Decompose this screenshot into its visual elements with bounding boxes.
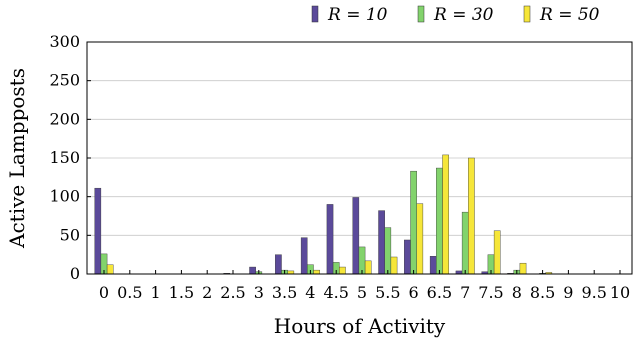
bar — [404, 239, 411, 275]
x-tick-label: 6 — [409, 283, 419, 302]
bar — [275, 254, 282, 275]
y-tick-label: 100 — [49, 187, 80, 206]
x-tick-label: 8.5 — [530, 283, 555, 302]
legend-entry: R = 50 — [539, 5, 600, 25]
x-tick-label: 5.5 — [375, 283, 400, 302]
legend: R = 10 R = 30 R = 50 — [311, 5, 600, 25]
legend-swatch — [311, 5, 319, 23]
y-tick-label: 0 — [70, 264, 80, 283]
y-axis-ticks: 0 50 100 150 200 250 300 — [49, 32, 91, 283]
bar — [461, 211, 469, 275]
bar — [384, 227, 392, 275]
x-tick-label: 0.5 — [117, 283, 142, 302]
x-tick-label: 2 — [202, 283, 212, 302]
x-tick-label: 9.5 — [581, 283, 606, 302]
y-tick-label: 50 — [60, 225, 80, 244]
legend-swatch — [417, 5, 425, 23]
bar — [326, 204, 334, 275]
bar — [364, 260, 372, 275]
x-axis-label: Hours of Activity — [274, 314, 446, 338]
bar — [416, 203, 424, 275]
legend-swatch — [523, 5, 531, 23]
x-tick-label: 8 — [512, 283, 522, 302]
bar — [519, 262, 527, 275]
x-tick-label: 4.5 — [323, 283, 348, 302]
bar — [358, 246, 366, 275]
bar — [410, 170, 417, 275]
gridlines — [87, 41, 632, 275]
bar — [94, 187, 102, 275]
x-tick-label: 9 — [563, 283, 573, 302]
x-tick-label: 1 — [151, 283, 161, 302]
legend-entry: R = 30 — [433, 5, 494, 25]
y-tick-label: 150 — [49, 148, 80, 167]
x-tick-label: 3.5 — [272, 283, 297, 302]
bar — [313, 269, 320, 275]
bar — [429, 256, 437, 275]
x-tick-label: 4 — [305, 283, 315, 302]
x-tick-label: 10 — [610, 283, 630, 302]
x-tick-label: 7 — [460, 283, 470, 302]
x-tick-label: 5 — [357, 283, 367, 302]
bar — [352, 197, 360, 275]
bar — [106, 264, 114, 275]
y-tick-label: 200 — [49, 109, 80, 128]
bar — [339, 266, 346, 275]
x-tick-label: 3 — [254, 283, 264, 302]
bar — [249, 266, 256, 275]
bar — [493, 230, 501, 275]
bar — [378, 210, 385, 275]
y-tick-label: 250 — [49, 71, 80, 90]
bar — [436, 167, 443, 275]
bars — [94, 154, 553, 275]
x-tick-label: 6.5 — [427, 283, 452, 302]
bar — [468, 157, 475, 275]
x-tick-label: 2.5 — [220, 283, 245, 302]
bar — [390, 256, 398, 275]
x-tick-label: 7.5 — [478, 283, 503, 302]
legend-entry: R = 10 — [327, 5, 388, 25]
y-axis-label: Active Lampposts — [5, 68, 29, 249]
x-tick-label: 0 — [99, 283, 109, 302]
x-axis-ticks: 0 0.5 1 1.5 2 2.5 3 3.5 4 4.5 5 5.5 6 6.5 7 7.5 8 8.5 9 9.5… — [99, 270, 630, 302]
bar — [300, 237, 308, 275]
bar — [442, 154, 449, 275]
x-tick-label: 1.5 — [169, 283, 194, 302]
y-tick-label: 300 — [49, 32, 80, 51]
